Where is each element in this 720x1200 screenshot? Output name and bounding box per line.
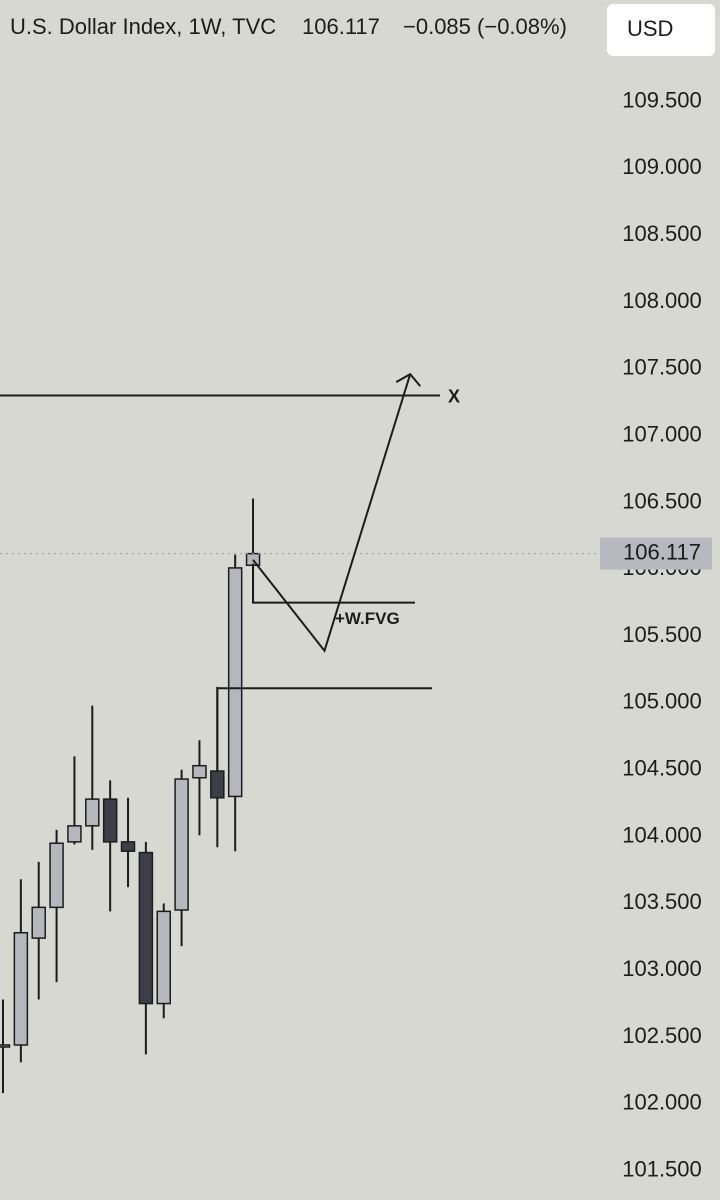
candle-body bbox=[192, 764, 207, 779]
candle-body bbox=[13, 931, 29, 1046]
last-price-label: 106.117 bbox=[623, 539, 701, 564]
price-change: −0.085 (−0.08%) bbox=[403, 14, 567, 39]
candle-body bbox=[120, 841, 136, 852]
candle-body bbox=[156, 910, 171, 1005]
fvg-top bbox=[252, 563, 415, 604]
candle-body bbox=[210, 770, 225, 799]
y-tick-label: 102.000 bbox=[622, 1090, 702, 1115]
y-tick-label: 108.000 bbox=[622, 288, 702, 313]
y-tick-label: 107.500 bbox=[622, 355, 702, 380]
candle-body bbox=[174, 778, 189, 911]
candle-body bbox=[49, 842, 64, 909]
y-tick-label: 104.000 bbox=[622, 822, 702, 847]
y-tick-label: 103.000 bbox=[622, 956, 702, 981]
candle-body bbox=[102, 798, 118, 843]
y-tick-label: 105.500 bbox=[622, 622, 702, 647]
y-tick-label: 101.500 bbox=[622, 1156, 702, 1181]
chart-title: U.S. Dollar Index, 1W, TVC bbox=[10, 14, 276, 39]
fvg-label: +W.FVG bbox=[335, 609, 400, 628]
y-tick-label: 105.000 bbox=[622, 689, 702, 714]
projection-path bbox=[252, 373, 412, 653]
y-tick-label: 109.500 bbox=[622, 87, 702, 112]
arrow-head bbox=[395, 372, 421, 387]
candle-body bbox=[85, 798, 100, 827]
plot: 109.500 109.000 108.500 108.000 107.500 107.0… bbox=[0, 87, 702, 1181]
candle-body bbox=[31, 906, 46, 939]
candle-body bbox=[138, 851, 154, 1005]
y-tick-label: 107.000 bbox=[622, 421, 702, 446]
target-label: X bbox=[448, 386, 460, 406]
candle-body bbox=[67, 825, 82, 843]
candle-body bbox=[0, 1044, 11, 1048]
y-tick-label: 109.000 bbox=[622, 154, 702, 179]
last-price-box bbox=[600, 537, 712, 570]
candle-body bbox=[227, 567, 243, 798]
currency[interactable]: USD bbox=[627, 16, 673, 41]
fvg-bottom bbox=[216, 687, 432, 772]
y-tick-label: 106.500 bbox=[622, 488, 702, 513]
y-tick-label: 102.500 bbox=[622, 1023, 702, 1048]
currency-button[interactable] bbox=[607, 4, 715, 56]
y-tick-label: 108.500 bbox=[622, 221, 702, 246]
y-tick-label: 103.500 bbox=[622, 889, 702, 914]
candle-body bbox=[245, 552, 261, 567]
y-tick-label: 104.500 bbox=[622, 756, 702, 781]
last-price: 106.117 bbox=[302, 14, 380, 39]
